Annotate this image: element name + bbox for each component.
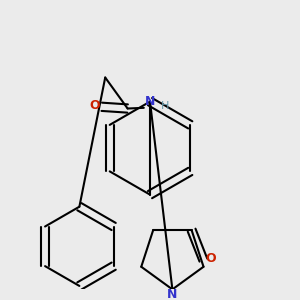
Text: N: N: [167, 288, 178, 300]
Text: H: H: [161, 101, 170, 111]
Text: O: O: [206, 252, 216, 265]
Text: N: N: [145, 95, 155, 108]
Text: O: O: [89, 99, 100, 112]
